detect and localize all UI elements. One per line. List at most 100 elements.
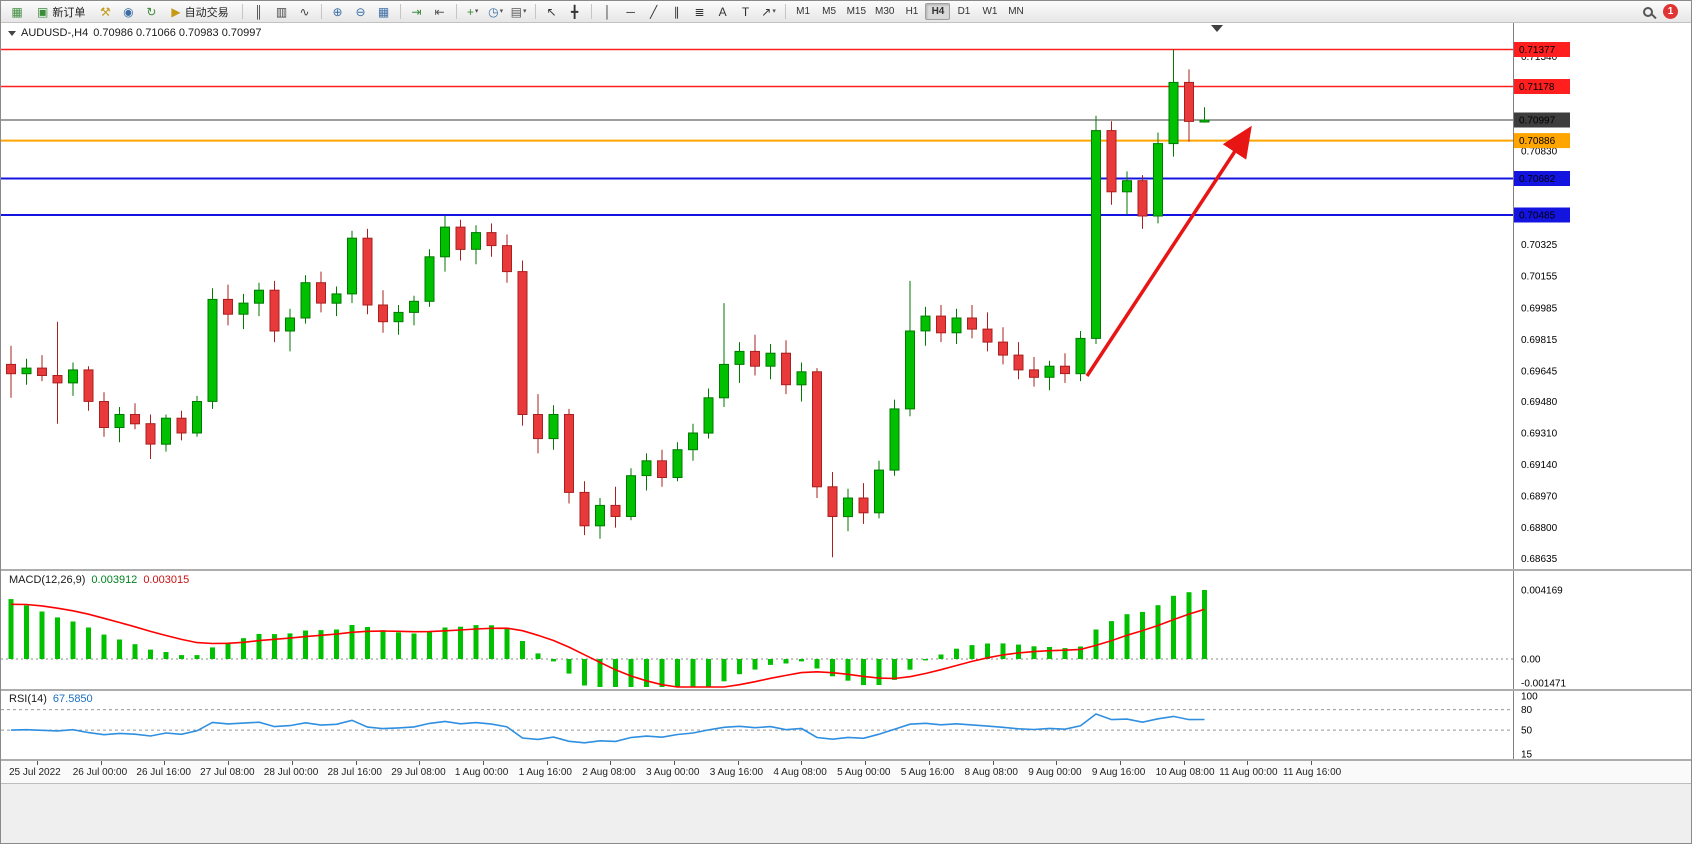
period-button-glyph: ◷ [488, 4, 499, 19]
time-tick [355, 761, 357, 765]
rsi-panel[interactable]: 100 80 50 15 [1, 691, 1692, 759]
crosshair-tool-icon-glyph: ╋ [570, 4, 579, 19]
channel-tool-icon[interactable]: ∥ [666, 3, 688, 21]
time-label: 28 Jul 16:00 [327, 767, 383, 778]
rsi-canvas[interactable]: 100 80 50 15 [1, 691, 1692, 759]
tile-windows-icon[interactable]: ▦ [373, 3, 395, 21]
timeframe-button-m15[interactable]: M15 [846, 6, 867, 17]
time-tick [865, 761, 867, 765]
text-tool-icon[interactable]: A [712, 3, 734, 21]
new-order-button[interactable]: ▣ 新订单 [29, 3, 93, 21]
add-indicator-button[interactable]: + ▾ [462, 3, 484, 21]
macd-canvas[interactable]: 0.004169 0.00 -0.001471 [1, 571, 1692, 689]
toolbar-separator [241, 4, 243, 19]
line-chart-icon[interactable]: ∿ [294, 3, 316, 21]
timeframe-button-m30[interactable]: M30 [875, 6, 895, 17]
crosshair-tool-icon[interactable]: ╋ [564, 3, 586, 21]
time-label: 10 Aug 08:00 [1155, 767, 1215, 778]
toolbar-separator [534, 4, 536, 19]
svg-text:0.69140: 0.69140 [1521, 460, 1558, 471]
arrows-tool-button[interactable]: ↗ ▾ [758, 3, 780, 21]
toolbar-separator [320, 4, 322, 19]
svg-text:0.70155: 0.70155 [1521, 272, 1558, 283]
arrows-tool-button-glyph: ↗ [761, 4, 772, 19]
svg-text:0.68800: 0.68800 [1521, 523, 1558, 534]
autotrading-button[interactable]: ▶ 自动交易 [163, 3, 236, 21]
text-tool-icon-glyph: A [718, 4, 727, 19]
period-button[interactable]: ◷ ▾ [485, 3, 507, 21]
timeframe-button-mn[interactable]: MN [1008, 6, 1024, 17]
svg-text:80: 80 [1521, 705, 1533, 716]
timeframe-button-m5[interactable]: M5 [822, 6, 837, 17]
trendline-tool-icon[interactable]: ╱ [643, 3, 665, 21]
template-button[interactable]: ▤ ▾ [508, 3, 530, 21]
time-label: 25 Jul 2022 [9, 767, 61, 778]
time-tick [228, 761, 230, 765]
toolbar-right-group: 1 [1643, 4, 1686, 19]
cursor-tool-icon[interactable]: ↖ [541, 3, 563, 21]
time-label: 9 Aug 16:00 [1091, 767, 1146, 778]
template-button-glyph: ▤ [510, 4, 522, 19]
price-chart-canvas[interactable]: 0.71340 0.70830 0.70325 0.70155 0.69985 0.698… [1, 23, 1692, 569]
timeframe-button-d1[interactable]: D1 [957, 6, 971, 17]
label-tool-icon[interactable]: T [735, 3, 757, 21]
fibonacci-tool-icon-glyph: ≣ [694, 4, 705, 19]
line-chart-icon-glyph: ∿ [299, 4, 310, 19]
svg-text:100: 100 [1521, 692, 1538, 703]
price-chart-panel[interactable]: 0.71340 0.70830 0.70325 0.70155 0.69985 0.698… [1, 23, 1692, 569]
timeframe-button-w1[interactable]: W1 [982, 6, 998, 17]
macd-signal-value-label: 0.003015 [143, 574, 190, 586]
time-label: 26 Jul 16:00 [136, 767, 191, 778]
time-tick [992, 761, 994, 765]
chevron-down-icon: ▾ [522, 8, 527, 15]
rsi-value-label: 67.5850 [52, 693, 93, 705]
vertical-line-tool-icon[interactable]: │ [597, 3, 619, 21]
svg-text:50: 50 [1521, 726, 1533, 737]
chart-shift-icon[interactable]: ⇤ [429, 3, 451, 21]
channel-tool-icon-glyph: ∥ [673, 4, 680, 19]
zoom-in-icon[interactable]: ⊕ [327, 3, 349, 21]
time-label: 8 Aug 08:00 [964, 767, 1018, 778]
timeframe-button-m1[interactable]: M1 [796, 6, 811, 17]
time-tick [37, 761, 38, 765]
svg-text:0.70886: 0.70886 [1519, 136, 1556, 147]
market-watch-icon[interactable]: ◉ [117, 3, 139, 21]
panel-splitter[interactable] [1, 689, 1691, 691]
fibonacci-tool-icon[interactable]: ≣ [689, 3, 711, 21]
add-indicator-button-glyph: + [466, 4, 474, 19]
metaeditor-icon[interactable]: ⚒ [94, 3, 116, 21]
horizontal-line-tool-icon[interactable]: ─ [620, 3, 642, 21]
refresh-icon[interactable]: ↻ [140, 3, 162, 21]
toolbar-separator [590, 4, 592, 19]
time-label: 1 Aug 00:00 [454, 767, 509, 778]
svg-text:0.69310: 0.69310 [1521, 429, 1558, 440]
candlestick-chart-icon[interactable]: ▥ [271, 3, 293, 21]
chart-symbol-dropdown-icon[interactable] [8, 30, 16, 36]
macd-panel[interactable]: 0.004169 0.00 -0.001471 [1, 571, 1692, 689]
market-watch-icon-glyph: ◉ [123, 4, 134, 19]
panel-splitter[interactable] [1, 569, 1691, 571]
timeframe-button-h1[interactable]: H1 [905, 6, 919, 17]
autotrading-button-label: 自动交易 [184, 6, 229, 19]
search-icon[interactable] [1643, 6, 1653, 17]
zoom-out-icon[interactable]: ⊖ [350, 3, 372, 21]
auto-scroll-icon[interactable]: ⇥ [406, 3, 428, 21]
time-tick [1311, 761, 1312, 765]
svg-text:0.70830: 0.70830 [1521, 147, 1558, 158]
svg-text:0.69985: 0.69985 [1521, 303, 1558, 314]
bottom-filler [1, 783, 1691, 843]
toolbar-separator [455, 4, 457, 19]
panel-splitter[interactable] [1, 759, 1691, 761]
notification-badge[interactable]: 1 [1663, 4, 1678, 19]
main-toolbar: ▦ ▣ 新订单 ⚒ ◉ ↻ ▶ 自动交易 ║ ▥ ∿ ⊕ ⊖ ▦ ⇥ ⇤ + ▾ ◷ ▾ ▤ ▾ ↖ ╋ │ ─ ╱ ∥ ≣ A T ↗ ▾ M1… [1, 1, 1691, 23]
time-label: 3 Aug 16:00 [709, 767, 764, 778]
chevron-down-icon: ▾ [772, 8, 776, 15]
timeframe-button-h4[interactable]: H4 [925, 3, 951, 20]
time-scale[interactable]: 25 Jul 2022 26 Jul 00:00 26 Jul 16:00 27 Ju… [1, 761, 1691, 783]
time-tick [100, 761, 102, 765]
new-chart-icon[interactable]: ▦ [6, 3, 28, 21]
bar-chart-icon[interactable]: ║ [248, 3, 270, 21]
svg-text:-0.001471: -0.001471 [1521, 679, 1566, 690]
svg-text:0.71340: 0.71340 [1521, 52, 1558, 63]
svg-text:0.00: 0.00 [1521, 655, 1541, 666]
